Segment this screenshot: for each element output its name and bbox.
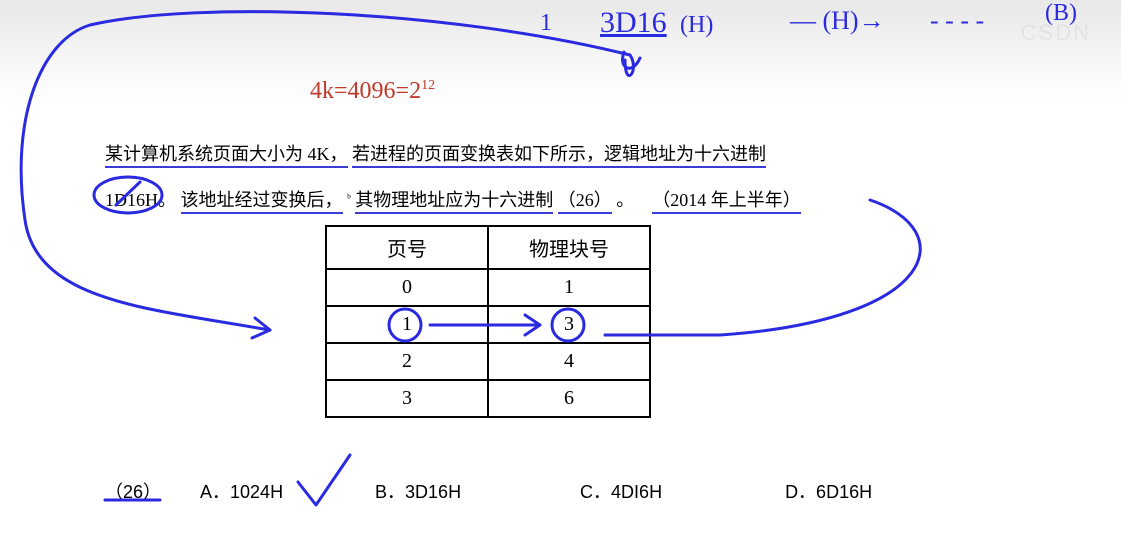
page-table: 页号 物理块号 0 1 1 3 2 4 3 6 [325,225,651,418]
q-line2-a: 1D16H。 [105,190,176,210]
options-label: （26） [105,478,195,504]
table-row: 2 4 [326,343,650,380]
hand-top-hex: 3D16 [600,6,667,40]
cell-page: 1 [326,306,488,343]
cell-block: 6 [488,380,650,417]
option-d: D．6D16H [785,478,935,504]
hand-top-one: 1 [540,10,552,37]
red-eq-exp: 12 [421,78,435,93]
table-row: 1 3 [326,306,650,343]
q-line1-b: 若进程的页面变换表如下所示，逻辑地址为十六进制 [352,144,766,168]
option-a: A．1024H [200,478,370,504]
handwritten-red-eq: 4k=4096=212 [310,78,435,105]
q-line2-b: 该地址经过变换后， [181,190,343,214]
faint-logo: CSDN [1021,20,1091,46]
option-c: C．4DI6H [580,478,780,504]
cell-block: 1 [488,269,650,306]
th-block: 物理块号 [488,226,650,269]
table-header-row: 页号 物理块号 [326,226,650,269]
question-line-1: 某计算机系统页面大小为 4K， 若进程的页面变换表如下所示，逻辑地址为十六进制 [105,140,766,166]
q-line1-a: 某计算机系统页面大小为 4K， [105,144,348,168]
th-page: 页号 [326,226,488,269]
red-eq-text: 4k=4096=2 [310,78,421,104]
cursor-mark: ᵇ [347,191,351,205]
hand-top-hex-suffix: (H) [680,12,713,39]
q-blank: （26） [558,190,612,214]
cell-page: 0 [326,269,488,306]
hand-top-hex-val: 3D16 [600,6,667,39]
table-row: 0 1 [326,269,650,306]
right-curve [605,200,920,335]
hand-arrow1: — (H)→ [790,6,885,36]
q-year: （2014 年上半年） [652,190,801,214]
options-row: （26） A．1024H B．3D16H C．4DI6H D．6D16H [105,478,935,504]
table-row: 3 6 [326,380,650,417]
option-b: B．3D16H [375,478,575,504]
q-line2-c: 其物理地址应为十六进制 [355,190,553,214]
hand-arrow2: - - - - [930,6,984,36]
sweep-arrowhead [252,318,270,338]
cell-block: 4 [488,343,650,380]
cell-page: 3 [326,380,488,417]
cell-block: 3 [488,306,650,343]
question-line-2: 1D16H。 该地址经过变换后， ᵇ 其物理地址应为十六进制 （26） 。 （2… [105,186,801,212]
q-line2-d: 。 [616,190,634,210]
cell-page: 2 [326,343,488,380]
